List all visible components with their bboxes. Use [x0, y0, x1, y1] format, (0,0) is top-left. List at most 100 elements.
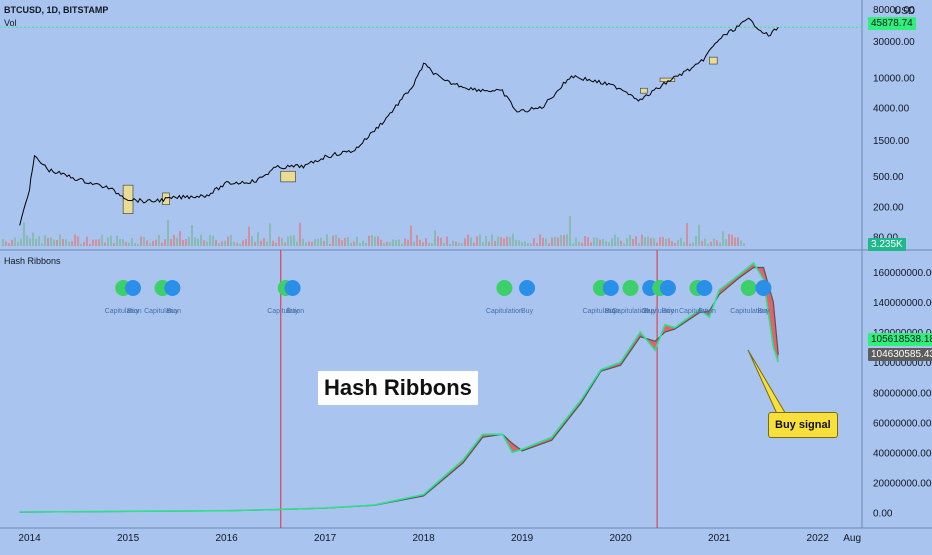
volume-bar	[29, 238, 31, 246]
volume-bar	[383, 242, 385, 246]
price-tick-label: 10000.00	[873, 73, 915, 84]
volume-bar	[587, 237, 589, 246]
volume-bar	[104, 242, 106, 246]
volume-bar	[155, 239, 157, 246]
volume-bar	[353, 241, 355, 246]
volume-bar	[221, 241, 223, 246]
buy-dot	[755, 280, 772, 296]
volume-bar	[578, 241, 580, 246]
volume-bar	[233, 241, 235, 246]
volume-bar	[479, 234, 481, 246]
volume-bar	[140, 236, 142, 246]
volume-bar	[707, 243, 709, 246]
volume-label[interactable]: Vol	[4, 18, 17, 28]
volume-bar	[428, 243, 430, 246]
volume-bar	[149, 243, 151, 246]
volume-bar	[419, 239, 421, 246]
volume-bar	[590, 242, 592, 246]
highlight-box-3	[640, 87, 648, 94]
volume-bar	[107, 237, 109, 246]
volume-bar	[629, 234, 631, 246]
x-tick-label: 2020	[610, 533, 633, 544]
volume-bar	[11, 239, 13, 246]
volume-bar	[2, 239, 4, 246]
volume-bar	[584, 235, 586, 246]
capitulation-label: Capitulation	[582, 308, 619, 315]
volume-bar	[509, 237, 511, 246]
buy-label: Buy	[662, 308, 675, 315]
hash-tick-label: 60000000.00	[873, 418, 932, 429]
volume-bar	[179, 231, 181, 246]
volume-bar	[254, 241, 256, 246]
volume-bar	[653, 238, 655, 246]
volume-bar	[158, 234, 160, 246]
volume-bar	[5, 241, 7, 246]
volume-bar	[695, 236, 697, 246]
highlight-box-1	[162, 192, 170, 206]
price-line	[19, 17, 779, 226]
volume-bar	[305, 242, 307, 246]
volume-bar	[191, 224, 193, 246]
highlight-box-5	[709, 56, 718, 65]
volume-bar	[260, 240, 262, 246]
volume-bar	[266, 241, 268, 246]
volume-bar	[35, 238, 37, 246]
volume-bar	[161, 242, 163, 246]
volume-bar	[548, 243, 550, 246]
volume-bar	[206, 241, 208, 246]
volume-bar	[449, 243, 451, 246]
callout-pointer	[747, 349, 788, 417]
volume-bar	[188, 236, 190, 246]
indicator-label[interactable]: Hash Ribbons	[4, 256, 61, 266]
hash-tick-label: 140000000.00	[873, 298, 932, 309]
volume-tag: 3.235K	[868, 238, 906, 251]
volume-bar	[491, 234, 493, 246]
volume-bar	[539, 234, 541, 246]
volume-bar	[641, 234, 643, 246]
buy-label: Buy	[127, 308, 140, 315]
volume-bar	[374, 236, 376, 246]
volume-bar	[53, 239, 55, 246]
volume-bar	[272, 240, 274, 246]
volume-bar	[386, 241, 388, 246]
capitulation-label: Capitulation	[144, 308, 181, 315]
volume-bar	[698, 224, 700, 246]
volume-bar	[377, 236, 379, 246]
volume-bar	[632, 238, 634, 246]
volume-bar	[308, 241, 310, 246]
volume-bar	[740, 240, 742, 246]
symbol-label[interactable]: BTCUSD, 1D, BITSTAMP	[4, 5, 109, 15]
volume-bar	[734, 237, 736, 246]
volume-bar	[503, 238, 505, 246]
volume-bar	[635, 236, 637, 246]
volume-bar	[602, 238, 604, 246]
volume-bar	[569, 215, 571, 246]
volume-bar	[476, 236, 478, 246]
volume-bar	[116, 235, 118, 246]
x-tick-label: 2021	[708, 533, 731, 544]
volume-bar	[212, 235, 214, 246]
volume-bar	[536, 243, 538, 246]
volume-bar	[575, 237, 577, 246]
hash-tick-label: 0.00	[873, 508, 893, 519]
hash-fast-tag: 105618538.18	[868, 333, 932, 346]
volume-bar	[470, 237, 472, 246]
volume-bar	[683, 242, 685, 246]
volume-bar	[338, 237, 340, 246]
volume-bar	[617, 237, 619, 246]
volume-bar	[497, 236, 499, 246]
price-tag: 45878.74	[868, 17, 916, 30]
hash-tick-label: 160000000.00	[873, 268, 932, 279]
volume-bar	[647, 236, 649, 246]
volume-bar	[83, 241, 85, 246]
volume-bar	[701, 240, 703, 246]
hash-tick-label: 80000000.00	[873, 388, 932, 399]
volume-bar	[656, 242, 658, 246]
volume-bar	[362, 240, 364, 246]
price-tick-label: 200.00	[873, 202, 904, 213]
volume-bar	[446, 236, 448, 246]
volume-bar	[170, 239, 172, 246]
volume-bar	[20, 238, 22, 246]
volume-bar	[215, 239, 217, 246]
volume-bar	[473, 242, 475, 246]
